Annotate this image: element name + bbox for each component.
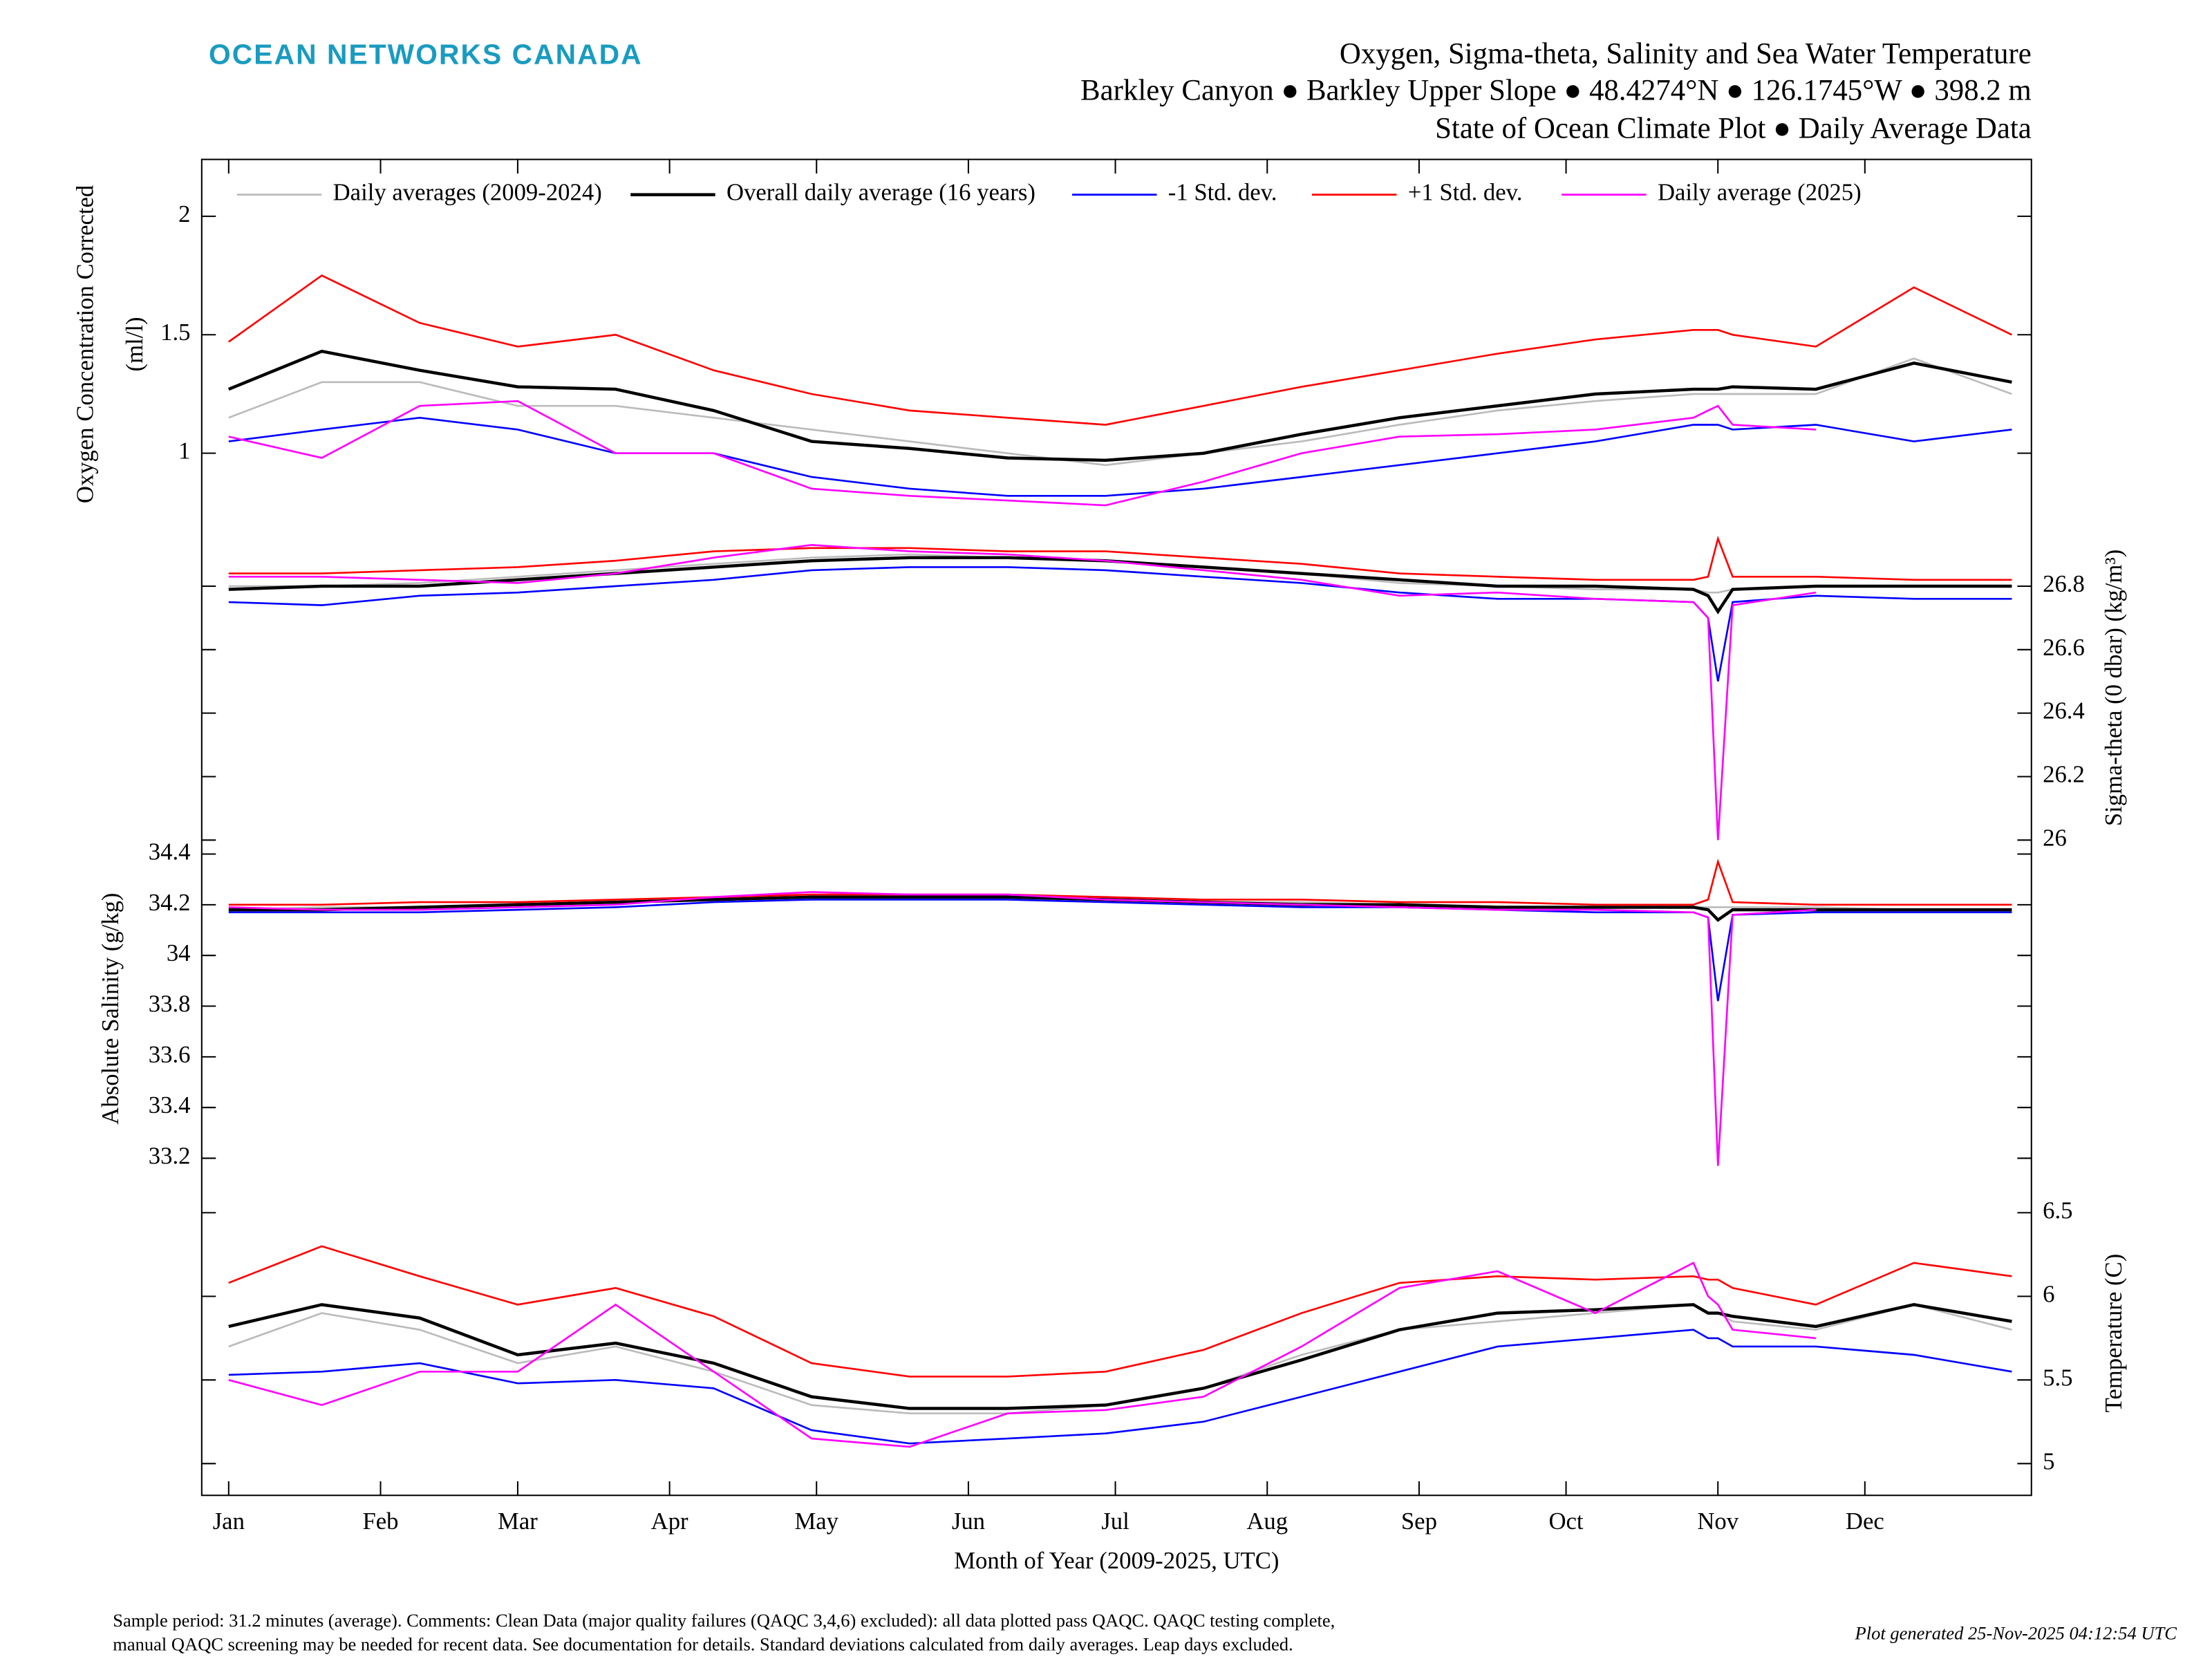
legend-label: -1 Std. dev. — [1168, 179, 1277, 206]
x-tick-label: May — [794, 1508, 838, 1535]
series-line — [228, 899, 2012, 1002]
y-tick-label: 1 — [178, 438, 190, 465]
legend-label: Overall daily average (16 years) — [727, 179, 1035, 206]
series-line — [228, 400, 1817, 507]
series-line — [228, 1245, 2012, 1378]
x-tick-label: Apr — [651, 1508, 688, 1535]
x-tick-label: Jul — [1101, 1508, 1129, 1535]
y-tick-label: 6.5 — [2043, 1197, 2072, 1224]
x-tick-label: Aug — [1246, 1508, 1288, 1535]
y-tick-label: 34 — [167, 939, 191, 966]
series-line — [228, 535, 2012, 581]
y-tick-label: 34.4 — [149, 838, 191, 865]
y-tick-label: 33.4 — [149, 1091, 191, 1118]
series-line — [228, 1303, 2012, 1415]
footnote: manual QAQC screening may be needed for … — [113, 1634, 1293, 1655]
series-line — [227, 349, 2012, 462]
generated-note: Plot generated 25-Nov-2025 04:12:54 UTC — [1855, 1622, 2177, 1643]
series-line — [228, 553, 2012, 594]
x-tick-label: Mar — [498, 1508, 538, 1535]
y-tick-label: 2 — [178, 200, 190, 227]
series-line — [228, 1329, 2012, 1445]
legend-label: +1 Std. dev. — [1408, 179, 1523, 206]
series-line — [228, 274, 2012, 426]
y-tick-label: 26.2 — [2043, 760, 2085, 787]
y-tick-label: 26.8 — [2043, 570, 2085, 597]
y-tick-label: 5.5 — [2043, 1364, 2072, 1391]
series-line — [228, 544, 1817, 841]
chart-subtitle: State of Ocean Climate Plot ● Daily Aver… — [1435, 113, 2032, 145]
y-axis-label: Sigma-theta (0 dbar) (kg/m³) — [2100, 550, 2127, 827]
chart-title: Oxygen, Sigma-theta, Salinity and Sea Wa… — [1340, 37, 2032, 70]
series-line — [228, 357, 2012, 467]
series-line — [228, 1303, 2012, 1410]
series-line — [228, 566, 2012, 682]
legend-label: Daily averages (2009-2024) — [333, 179, 602, 206]
series-line — [228, 416, 2012, 497]
x-tick-label: Jun — [952, 1508, 985, 1535]
series-line — [228, 556, 2012, 615]
series-line — [228, 891, 1817, 1166]
series-line — [228, 1262, 1817, 1448]
y-tick-label: 1.5 — [160, 319, 190, 346]
y-axis-label: Oxygen Concentration Corrected — [71, 185, 98, 503]
y-tick-label: 33.2 — [149, 1143, 191, 1170]
y-tick-label: 26.6 — [2043, 634, 2085, 661]
y-axis-label: Temperature (C) — [2100, 1254, 2127, 1413]
x-tick-label: Jan — [213, 1508, 245, 1535]
legend-label: Daily average (2025) — [1658, 179, 1862, 206]
y-tick-label: 5 — [2043, 1447, 2054, 1474]
x-tick-label: Nov — [1697, 1508, 1738, 1535]
y-tick-label: 33.6 — [149, 1041, 191, 1068]
y-tick-label: 26.4 — [2043, 697, 2085, 724]
footnote: Sample period: 31.2 minutes (average). C… — [113, 1610, 1335, 1631]
brand: OCEAN NETWORKS CANADA — [209, 38, 643, 70]
y-tick-label: 26 — [2043, 824, 2067, 851]
y-tick-label: 6 — [2043, 1280, 2054, 1307]
y-tick-label: 34.2 — [149, 889, 191, 916]
y-axis-label: (ml/l) — [121, 317, 148, 371]
y-axis-label: Absolute Salinity (g/kg) — [97, 893, 124, 1125]
plot-frame — [200, 158, 2032, 1497]
chart-subtitle: Barkley Canyon ● Barkley Upper Slope ● 4… — [1080, 75, 2032, 107]
x-axis-label: Month of Year (2009-2025, UTC) — [954, 1547, 1279, 1574]
y-tick-label: 33.8 — [149, 990, 191, 1017]
x-tick-label: Sep — [1401, 1508, 1437, 1535]
x-tick-label: Oct — [1548, 1508, 1583, 1535]
x-tick-label: Dec — [1846, 1508, 1884, 1535]
x-tick-label: Feb — [362, 1508, 398, 1535]
series-line — [228, 859, 2012, 906]
